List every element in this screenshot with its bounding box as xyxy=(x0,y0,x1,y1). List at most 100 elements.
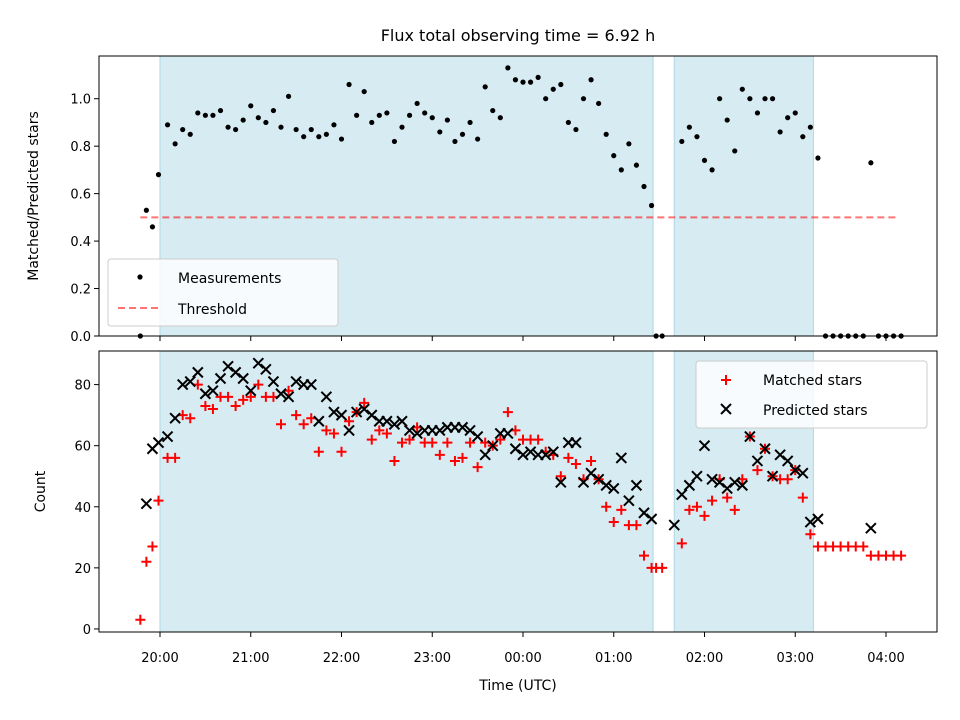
data-point xyxy=(752,465,763,476)
plot-frame xyxy=(98,55,938,337)
data-point xyxy=(800,134,806,140)
data-point xyxy=(676,488,688,501)
data-point xyxy=(691,501,702,512)
data-point xyxy=(896,550,907,561)
legend-label: Predicted stars xyxy=(763,403,868,419)
x-tick-label: 20:00 xyxy=(141,651,178,666)
data-point xyxy=(555,471,566,482)
data-point xyxy=(155,172,162,178)
data-point xyxy=(686,124,692,130)
data-point xyxy=(539,449,552,461)
y-tick-label: 0.2 xyxy=(70,283,91,298)
data-point xyxy=(429,115,435,121)
x-axis-label: Time (UTC) xyxy=(478,678,556,694)
data-point xyxy=(736,479,749,492)
data-point xyxy=(291,410,302,421)
data-point xyxy=(713,476,726,489)
data-point xyxy=(691,470,703,482)
data-point xyxy=(276,419,286,430)
data-point xyxy=(217,107,224,114)
data-point xyxy=(766,470,779,482)
data-point xyxy=(472,462,483,473)
data-point xyxy=(185,413,196,424)
data-point xyxy=(623,494,635,507)
data-point xyxy=(376,112,382,118)
data-point xyxy=(397,437,407,448)
data-point xyxy=(403,424,416,437)
data-point xyxy=(547,446,559,458)
data-point xyxy=(490,107,496,114)
data-point xyxy=(865,522,877,534)
data-point xyxy=(464,424,476,437)
y-axis-label: Matched/Predicted stars xyxy=(26,111,42,281)
data-point xyxy=(555,476,567,489)
data-point xyxy=(600,479,612,492)
data-point xyxy=(608,517,619,528)
data-point xyxy=(527,79,534,85)
data-point xyxy=(282,391,295,403)
legend-label: Matched stars xyxy=(763,373,862,389)
data-point xyxy=(724,117,730,123)
data-point xyxy=(229,366,242,379)
data-point xyxy=(255,115,261,121)
data-point xyxy=(769,96,776,102)
data-point xyxy=(180,126,186,133)
data-point xyxy=(679,138,685,145)
data-point xyxy=(751,455,764,467)
data-point xyxy=(444,117,450,123)
data-point xyxy=(200,400,211,411)
data-point xyxy=(149,224,156,230)
data-point xyxy=(616,504,627,515)
data-point xyxy=(285,93,292,99)
data-point xyxy=(699,510,710,521)
data-point xyxy=(343,424,355,437)
data-point xyxy=(233,126,239,133)
x-tick-label: 02:00 xyxy=(686,651,723,666)
legend-marker xyxy=(721,375,731,385)
data-point xyxy=(509,443,522,455)
data-point xyxy=(465,437,476,448)
data-point xyxy=(335,409,348,421)
data-point xyxy=(721,482,733,495)
data-point xyxy=(391,138,398,145)
data-point xyxy=(225,124,231,130)
y-tick-label: 80 xyxy=(74,379,91,394)
data-point xyxy=(630,479,643,492)
data-point xyxy=(422,110,428,116)
data-point xyxy=(588,77,594,83)
data-point xyxy=(683,479,696,492)
data-point xyxy=(482,84,488,90)
data-point xyxy=(404,434,415,445)
data-point xyxy=(615,452,628,464)
data-point xyxy=(320,391,333,403)
data-point xyxy=(668,519,680,531)
data-point xyxy=(313,446,324,457)
data-point xyxy=(207,384,219,397)
data-point xyxy=(774,449,786,461)
data-point xyxy=(596,100,602,107)
shaded-interval xyxy=(673,55,814,337)
data-point xyxy=(237,372,249,385)
data-point xyxy=(471,430,484,443)
data-point xyxy=(434,449,445,460)
x-tick-label: 01:00 xyxy=(595,651,632,666)
y-tick-label: 0.6 xyxy=(70,188,91,203)
data-point xyxy=(338,136,345,142)
data-point xyxy=(141,556,152,567)
data-point xyxy=(230,400,241,411)
y-tick-label: 20 xyxy=(74,562,91,577)
data-point xyxy=(152,436,165,449)
data-point xyxy=(147,541,158,552)
data-point xyxy=(701,157,708,164)
y-tick-label: 0.0 xyxy=(70,330,91,345)
data-point xyxy=(479,449,491,461)
data-point xyxy=(517,449,529,461)
data-point xyxy=(781,455,794,467)
data-point xyxy=(709,167,715,173)
data-point xyxy=(298,419,309,430)
data-point xyxy=(524,446,537,458)
data-point xyxy=(359,397,370,408)
data-point xyxy=(381,428,392,439)
data-point xyxy=(717,96,723,102)
data-point xyxy=(135,614,146,625)
